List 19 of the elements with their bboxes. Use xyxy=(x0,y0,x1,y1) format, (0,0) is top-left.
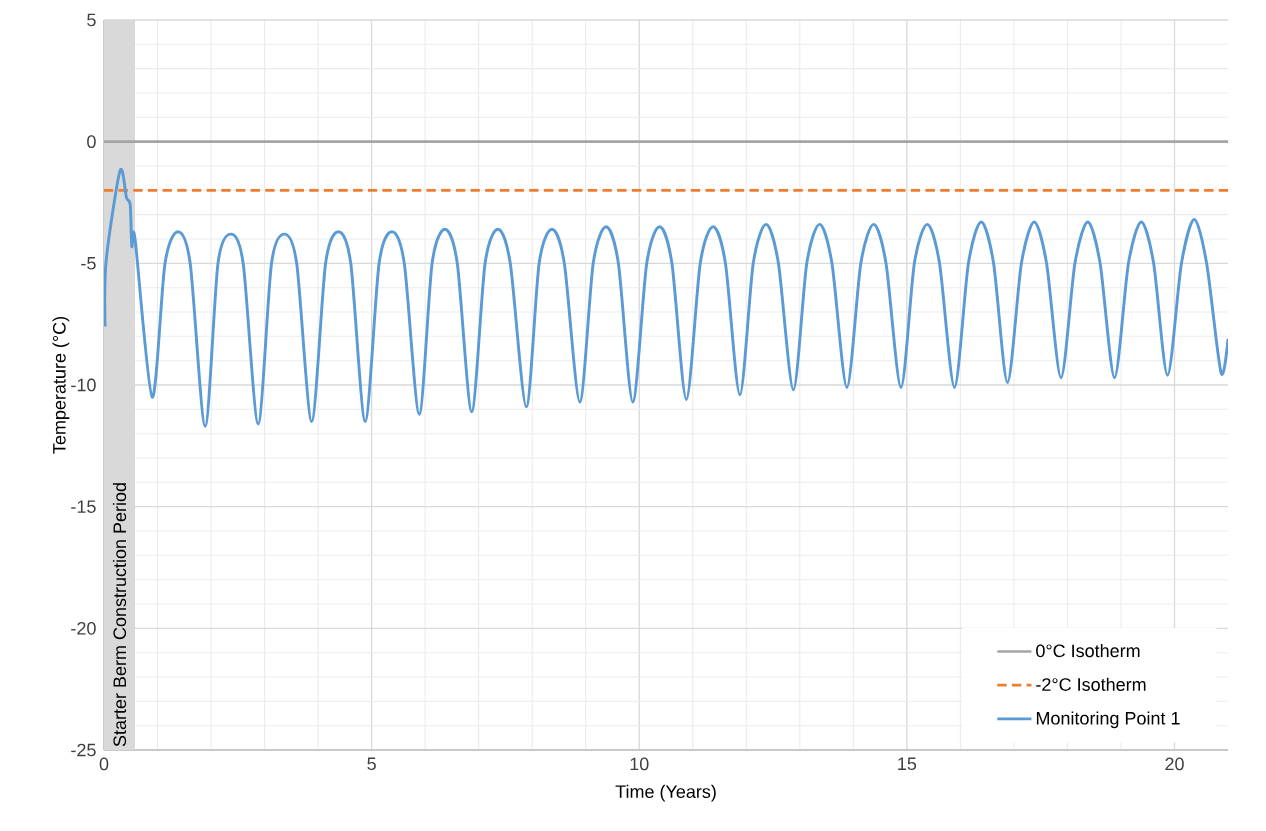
x-tick-label: 10 xyxy=(630,757,649,771)
y-tick-label: -20 xyxy=(71,621,96,635)
legend-label: 0°C Isotherm xyxy=(1036,643,1140,658)
y-axis-title: Temperature (°C) xyxy=(52,317,70,454)
x-tick-label: 0 xyxy=(99,757,109,771)
x-tick-label: 5 xyxy=(367,757,376,771)
y-tick-label: 0 xyxy=(87,135,96,149)
band-label: Starter Berm Construction Period xyxy=(112,483,127,747)
y-tick-label: -25 xyxy=(71,743,96,757)
x-tick-label: 15 xyxy=(898,757,917,771)
y-tick-label: -15 xyxy=(71,500,96,513)
y-tick-label: 5 xyxy=(87,13,96,27)
y-tick-label: -10 xyxy=(71,378,96,392)
line-series xyxy=(104,168,1229,428)
legend-label: Monitoring Point 1 xyxy=(1036,711,1180,729)
legend-label: -2°C Isotherm xyxy=(1036,677,1146,691)
y-tick-label: -5 xyxy=(81,257,96,270)
x-tick-label: 20 xyxy=(1165,757,1184,771)
x-axis-title: Time (Years) xyxy=(615,784,716,802)
